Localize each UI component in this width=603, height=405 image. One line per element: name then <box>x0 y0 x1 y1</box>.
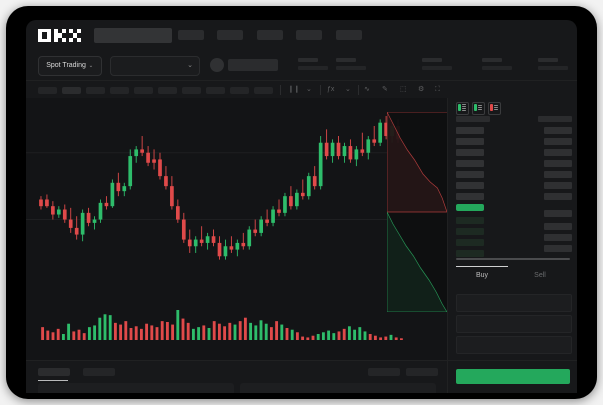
pair-coin-avatar <box>210 58 224 72</box>
volume-series <box>41 310 403 340</box>
chevron-down-icon[interactable]: ⌄ <box>306 86 312 93</box>
settings-gear-icon[interactable]: ⚙ <box>418 86 425 93</box>
toolbar-block-6[interactable] <box>158 87 177 94</box>
order-book-header-left <box>456 116 490 122</box>
order-book-row[interactable] <box>456 182 484 189</box>
tab-sell[interactable]: Sell <box>534 272 546 279</box>
toolbar-block-7[interactable] <box>182 87 201 94</box>
candle-type-icon[interactable]: ❙❙ <box>288 86 300 93</box>
stat-3 <box>422 58 452 70</box>
chevron-down-icon-pair: ⌄ <box>187 62 193 69</box>
order-book-row-right[interactable] <box>544 193 572 200</box>
bottom-active-tab-underline <box>38 380 68 381</box>
submit-order-button[interactable] <box>456 369 570 384</box>
market-type-dropdown[interactable]: Spot Trading ⌄ <box>38 56 102 76</box>
toolbar-block-10[interactable] <box>254 87 273 94</box>
order-book-row[interactable] <box>456 127 484 134</box>
device-frame: Spot Trading ⌄ ⌄ <box>6 6 597 399</box>
tab-buy[interactable]: Buy <box>475 272 489 279</box>
order-book-row-right[interactable] <box>544 182 572 189</box>
toolbar-block-3[interactable] <box>86 87 105 94</box>
order-field-3[interactable] <box>456 336 572 354</box>
nav-item-1[interactable] <box>178 30 204 40</box>
toolbar-block-1[interactable] <box>38 87 57 94</box>
toolbar-block-4[interactable] <box>110 87 129 94</box>
order-book-row-right[interactable] <box>544 149 572 156</box>
nav-item-5[interactable] <box>336 30 362 40</box>
stat-5 <box>538 58 568 70</box>
pencil-icon[interactable]: ✎ <box>382 86 388 93</box>
toolbar-block-2[interactable] <box>62 87 81 94</box>
order-book-row-right[interactable] <box>544 171 572 178</box>
orderbook-view-asks-icon[interactable] <box>488 102 501 115</box>
order-book-row-highlighted[interactable] <box>456 204 484 211</box>
price-chart[interactable] <box>26 98 447 360</box>
candlestick-series <box>26 116 447 260</box>
order-field-2[interactable] <box>456 315 572 333</box>
bottom-action-1[interactable] <box>368 368 400 376</box>
order-submit-area <box>447 360 577 393</box>
market-sub-header: Spot Trading ⌄ ⌄ <box>26 50 577 80</box>
indicators-icon[interactable]: ƒx <box>327 86 335 93</box>
order-book-row[interactable] <box>456 149 484 156</box>
top-header-bar <box>26 20 577 50</box>
chevron-down-icon: ⌄ <box>88 62 94 69</box>
order-book-header-right <box>538 116 572 122</box>
order-book-row[interactable] <box>456 239 484 246</box>
order-book-row-right[interactable] <box>544 138 572 145</box>
line-tool-icon[interactable]: ∿ <box>364 86 370 93</box>
nav-item-2[interactable] <box>217 30 243 40</box>
order-book-row[interactable] <box>456 217 484 224</box>
order-book-row[interactable] <box>456 171 484 178</box>
toolbar-block-8[interactable] <box>206 87 225 94</box>
order-book-row[interactable] <box>456 250 484 257</box>
pair-name-label <box>228 59 278 71</box>
chart-toolbar: ❙❙ ⌄ ƒx ⌄ ∿ ✎ ⬚ ⚙ ⛶ <box>26 80 577 100</box>
stat-4 <box>482 58 512 70</box>
toolbar-block-9[interactable] <box>230 87 249 94</box>
orderbook-view-both-icon[interactable] <box>456 102 469 115</box>
order-book-panel: Buy Sell <box>447 98 577 381</box>
order-book-row[interactable] <box>456 160 484 167</box>
nav-item-3[interactable] <box>257 30 283 40</box>
order-field-1[interactable] <box>456 294 572 312</box>
order-form-tabs: Buy Sell <box>456 266 570 290</box>
order-book-scrollbar[interactable] <box>456 258 570 260</box>
bottom-tab-2[interactable] <box>83 368 115 376</box>
bottom-tab-1[interactable] <box>38 368 70 376</box>
order-book-row-right[interactable] <box>544 223 572 230</box>
order-book-row[interactable] <box>456 193 484 200</box>
trading-pair-select[interactable]: ⌄ <box>110 56 200 76</box>
active-tab-underline <box>456 266 508 267</box>
okx-logo-icon[interactable] <box>38 29 81 42</box>
bottom-card-1[interactable] <box>38 383 234 393</box>
order-book-row-right[interactable] <box>544 160 572 167</box>
search-input[interactable] <box>94 28 172 43</box>
orderbook-view-bids-icon[interactable] <box>472 102 485 115</box>
depth-chart-overlay <box>387 112 447 312</box>
camera-icon[interactable]: ⬚ <box>400 86 407 93</box>
bottom-action-2[interactable] <box>406 368 438 376</box>
stat-1 <box>298 58 328 70</box>
bottom-card-2[interactable] <box>240 383 436 393</box>
order-book-row[interactable] <box>456 138 484 145</box>
market-type-label: Spot Trading <box>46 62 86 69</box>
toolbar-block-5[interactable] <box>134 87 153 94</box>
app-screen: Spot Trading ⌄ ⌄ <box>26 20 577 393</box>
order-book-row[interactable] <box>456 228 484 235</box>
nav-item-4[interactable] <box>296 30 322 40</box>
orders-panel <box>26 360 447 393</box>
order-book-row-right[interactable] <box>544 210 572 217</box>
order-book-row-right[interactable] <box>544 127 572 134</box>
chevron-down-icon-2[interactable]: ⌄ <box>345 86 351 93</box>
stat-2 <box>336 58 366 70</box>
fullscreen-icon[interactable]: ⛶ <box>435 86 440 93</box>
order-book-row-right[interactable] <box>544 234 572 241</box>
order-book-row-right[interactable] <box>544 245 572 252</box>
